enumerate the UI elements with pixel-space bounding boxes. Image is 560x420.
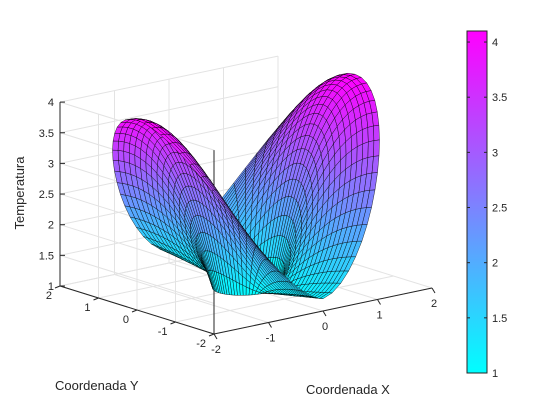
y-axis-ticks: -2 -1 0 1 2 [46, 290, 206, 350]
colorbar-tick-label: 2.5 [492, 203, 507, 215]
z-axis-ticks: 1 1.5 2 2.5 3 3.5 4 [39, 97, 54, 293]
surface-patch [373, 124, 380, 141]
surface-patch [112, 140, 119, 151]
z-tick-label: 3 [48, 158, 54, 170]
colorbar-tick-label: 1 [492, 368, 498, 380]
surface-patch [362, 141, 369, 160]
surface-patch [367, 125, 375, 143]
colorbar-tick-label: 3 [492, 147, 498, 159]
surface-patch [356, 143, 363, 163]
surface-patch [123, 150, 130, 164]
y-tick-label: -2 [196, 338, 206, 350]
surface-patch [362, 127, 369, 145]
colorbar [466, 30, 488, 374]
colorbar-tick-label: 3.5 [492, 92, 507, 104]
z-tick-label: 2.5 [39, 189, 54, 201]
x-tick-label: 1 [376, 310, 382, 322]
surface-patch [367, 140, 375, 158]
colorbar-ticks: 1 1.5 2 2.5 3 3.5 4 [467, 37, 507, 380]
x-tick-label: 0 [322, 321, 328, 333]
y-tick-label: 2 [46, 290, 52, 302]
surface-patch [123, 141, 130, 154]
surface-patch [373, 139, 380, 157]
y-tick-label: 0 [123, 314, 129, 326]
x-tick-label: -1 [266, 333, 276, 345]
x-axis-ticks: -2 -1 0 1 2 [211, 298, 437, 356]
colorbar-tick-label: 1.5 [492, 313, 507, 325]
surface-patch [112, 149, 119, 161]
colorbar-tick-label: 2 [492, 258, 498, 270]
colorbar-tick-label: 4 [492, 37, 498, 49]
y-tick-label: 1 [84, 302, 90, 314]
z-axis-label: Temperatura [12, 156, 27, 230]
z-tick-label: 1.5 [39, 250, 54, 262]
x-tick-label: -2 [211, 344, 221, 356]
z-tick-label: 2 [48, 220, 54, 232]
y-axis-label: Coordenada Y [55, 378, 139, 393]
z-tick-label: 3.5 [39, 128, 54, 140]
surface-patch [117, 150, 125, 162]
x-tick-label: 2 [431, 298, 437, 310]
x-axis-label: Coordenada X [306, 382, 390, 397]
surface-patch [117, 140, 125, 152]
z-tick-label: 4 [48, 97, 54, 109]
surface-mesh [112, 72, 380, 299]
y-tick-label: -1 [158, 326, 168, 338]
surface-patch [369, 172, 378, 191]
z-tick-label: 1 [48, 281, 54, 293]
